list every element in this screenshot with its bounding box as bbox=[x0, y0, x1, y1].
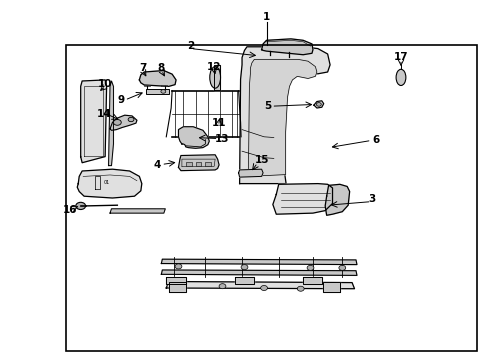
Polygon shape bbox=[213, 65, 220, 90]
Ellipse shape bbox=[395, 69, 405, 86]
Text: 2: 2 bbox=[187, 41, 194, 51]
Polygon shape bbox=[178, 155, 219, 171]
Polygon shape bbox=[81, 80, 106, 163]
Text: 10: 10 bbox=[98, 78, 112, 89]
Polygon shape bbox=[108, 81, 113, 166]
Text: 17: 17 bbox=[393, 52, 407, 62]
Polygon shape bbox=[325, 184, 349, 215]
Polygon shape bbox=[161, 270, 356, 275]
Text: 6: 6 bbox=[371, 135, 378, 145]
Polygon shape bbox=[234, 277, 254, 284]
Polygon shape bbox=[238, 169, 263, 177]
Text: 7: 7 bbox=[139, 63, 146, 73]
Circle shape bbox=[260, 285, 267, 291]
Bar bbox=[144, 85, 150, 86]
Text: 3: 3 bbox=[367, 194, 374, 204]
Text: 5: 5 bbox=[264, 101, 270, 111]
Text: 14: 14 bbox=[96, 109, 111, 120]
Text: 12: 12 bbox=[206, 62, 221, 72]
Polygon shape bbox=[261, 39, 312, 55]
Bar bbox=[66, 45, 476, 351]
Text: 01: 01 bbox=[103, 180, 109, 185]
Text: 1: 1 bbox=[263, 12, 269, 22]
Circle shape bbox=[241, 265, 247, 270]
Circle shape bbox=[219, 284, 225, 289]
Bar bbox=[195, 162, 201, 166]
Text: 16: 16 bbox=[63, 205, 78, 215]
Polygon shape bbox=[303, 277, 321, 284]
Circle shape bbox=[161, 90, 165, 93]
Polygon shape bbox=[139, 71, 176, 86]
Circle shape bbox=[297, 286, 304, 291]
Bar bbox=[145, 89, 169, 94]
Polygon shape bbox=[77, 169, 142, 198]
Polygon shape bbox=[322, 282, 339, 292]
Circle shape bbox=[113, 120, 121, 125]
Polygon shape bbox=[248, 59, 316, 176]
Polygon shape bbox=[161, 259, 356, 265]
Polygon shape bbox=[168, 282, 185, 292]
Polygon shape bbox=[166, 277, 185, 284]
Text: 8: 8 bbox=[158, 63, 164, 73]
Text: 13: 13 bbox=[215, 134, 229, 144]
Circle shape bbox=[128, 117, 134, 122]
Polygon shape bbox=[313, 101, 323, 108]
Polygon shape bbox=[166, 282, 354, 289]
Text: 15: 15 bbox=[254, 155, 268, 165]
Bar bbox=[185, 162, 191, 166]
Bar bbox=[161, 85, 167, 86]
Circle shape bbox=[338, 265, 345, 270]
Polygon shape bbox=[178, 127, 209, 148]
Ellipse shape bbox=[209, 67, 220, 88]
Polygon shape bbox=[110, 115, 137, 130]
Circle shape bbox=[76, 202, 85, 210]
Text: 11: 11 bbox=[211, 118, 225, 128]
Bar bbox=[205, 162, 211, 166]
Circle shape bbox=[175, 264, 182, 269]
Polygon shape bbox=[239, 47, 329, 184]
Text: 9: 9 bbox=[118, 95, 124, 105]
Circle shape bbox=[316, 103, 321, 106]
Polygon shape bbox=[272, 184, 332, 214]
Text: 4: 4 bbox=[153, 159, 161, 170]
Circle shape bbox=[306, 265, 313, 270]
Polygon shape bbox=[110, 209, 165, 213]
